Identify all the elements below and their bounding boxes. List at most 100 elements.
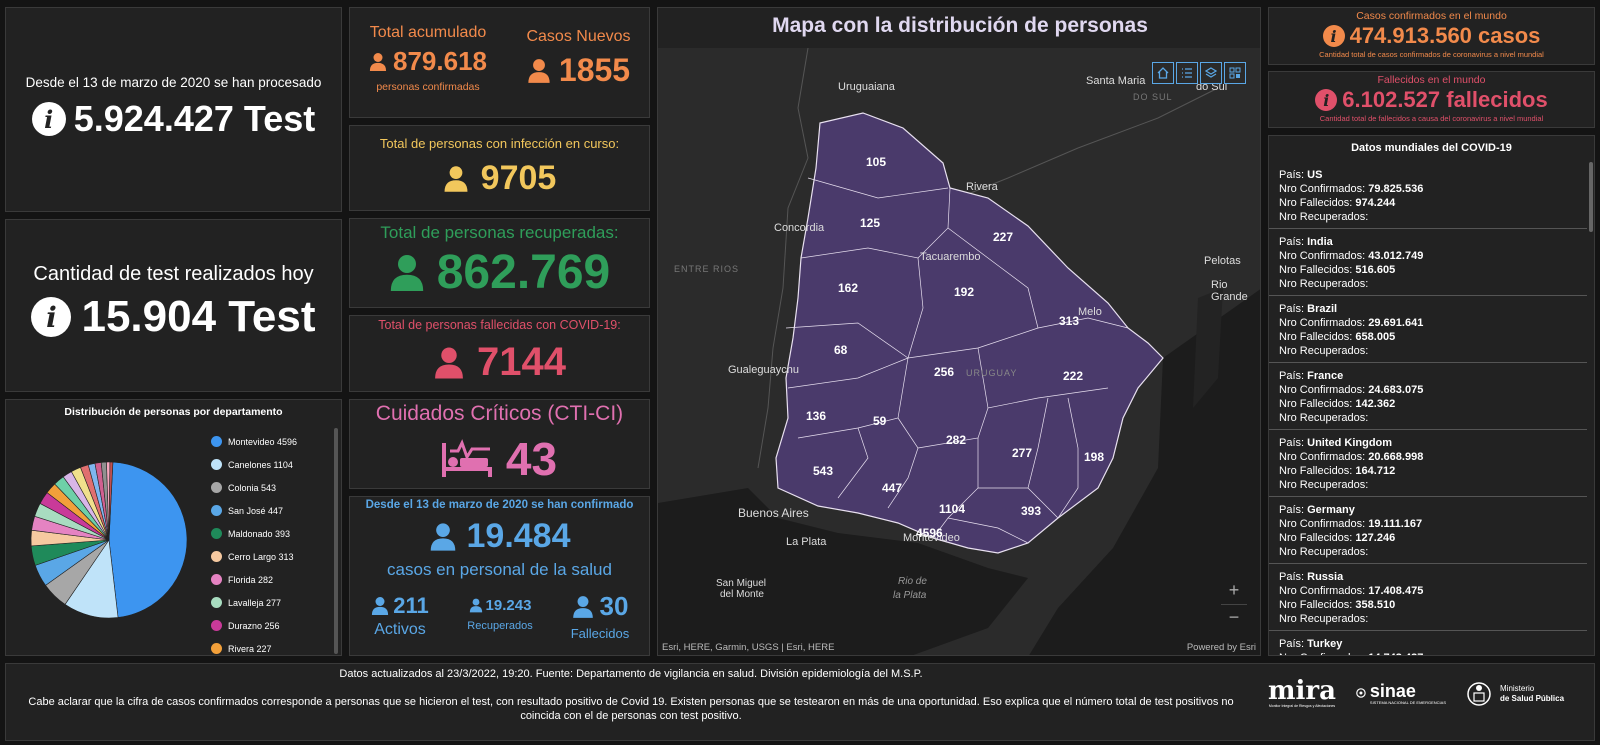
- legend-item[interactable]: Cerro Largo 313: [211, 545, 326, 568]
- country-field: País: Turkey: [1279, 638, 1343, 650]
- dept-rocha[interactable]: 198: [1084, 450, 1105, 464]
- country-field: Nro Fallecidos: 358.510: [1279, 599, 1396, 611]
- pie-slice-montevideo[interactable]: [108, 461, 188, 618]
- place-melo: Melo: [1078, 306, 1102, 318]
- dept-tacuarembo[interactable]: 192: [954, 285, 975, 299]
- dept-treinta-y-tres[interactable]: 222: [1063, 369, 1084, 383]
- health-staff-value: 19.484: [466, 517, 571, 555]
- place-uo-sul: do Sul: [1196, 81, 1228, 93]
- powered-by[interactable]: Powered by Esri: [1186, 642, 1256, 653]
- dept-flores[interactable]: 59: [873, 414, 887, 428]
- sinae-icon: [1356, 688, 1366, 698]
- tests-today-value: 15.904 Test: [81, 292, 316, 341]
- place-la-plata-river: la Plata: [893, 590, 927, 601]
- new-cases-title: Casos Nuevos: [526, 28, 631, 45]
- place-del-monte: del Monte: [720, 589, 764, 600]
- critical-care-panel: Cuidados Críticos (CTI-CI) 43: [349, 399, 650, 489]
- legend-scrollbar[interactable]: [334, 428, 338, 654]
- legend-item[interactable]: Canelones 1104: [211, 453, 326, 476]
- legend-label: Montevideo 4596: [228, 436, 298, 447]
- legend-item[interactable]: Rivera 227: [211, 637, 326, 655]
- country-item[interactable]: País: Germany Nro Confirmados: 19.111.167…: [1269, 497, 1587, 564]
- dept-artigas[interactable]: 105: [866, 155, 887, 169]
- dept-cerro-largo[interactable]: 313: [1059, 314, 1080, 328]
- department-pie-chart[interactable]: [24, 455, 194, 625]
- legend-item[interactable]: San José 447: [211, 499, 326, 522]
- place-montevideo: Montevideo: [903, 532, 960, 544]
- tests-total-caption: Desde el 13 de marzo de 2020 se han proc…: [25, 75, 322, 90]
- place-la-plata: La Plata: [786, 536, 827, 548]
- legend-swatch: [211, 620, 222, 631]
- deaths-panel: Total de personas fallecidas con COVID-1…: [349, 315, 650, 392]
- legend-item[interactable]: Florida 282: [211, 568, 326, 591]
- dept-durazno[interactable]: 256: [934, 365, 955, 379]
- dept-soriano[interactable]: 136: [806, 409, 827, 423]
- legend-item[interactable]: Colonia 543: [211, 476, 326, 499]
- new-cases-value: 1855: [558, 52, 631, 88]
- recovered-staff-value: 19.243: [485, 597, 532, 614]
- dept-rivera[interactable]: 227: [993, 230, 1014, 244]
- country-item[interactable]: País: United Kingdom Nro Confirmados: 20.…: [1269, 430, 1587, 497]
- accumulated-panel: Total acumulado 879.618 personas confirm…: [349, 7, 650, 118]
- pie-slice-flores[interactable]: [108, 461, 114, 541]
- legend-item[interactable]: Maldonado 393: [211, 522, 326, 545]
- info-icon[interactable]: i: [1315, 89, 1338, 111]
- dept-maldonado[interactable]: 393: [1021, 504, 1042, 518]
- person-icon: [528, 58, 550, 83]
- country-field: País: India: [1279, 236, 1333, 248]
- qr-icon[interactable]: [1224, 62, 1246, 84]
- map-view[interactable]: Uruguaiana Santa Maria DO SUL do Sul Riv…: [658, 48, 1260, 655]
- country-item[interactable]: País: India Nro Confirmados: 43.012.749 Nr…: [1269, 229, 1587, 296]
- dept-lavalleja[interactable]: 277: [1012, 446, 1033, 460]
- active-infection-panel: Total de personas con infección en curso…: [349, 125, 650, 211]
- layers-icon[interactable]: [1200, 62, 1222, 84]
- place-gualeguaychu: Gualeguaychu: [728, 364, 799, 376]
- dept-florida[interactable]: 282: [946, 433, 967, 447]
- world-confirmed-subtitle: Cantidad total de casos confirmados de c…: [1319, 50, 1544, 59]
- country-item[interactable]: País: France Nro Confirmados: 24.683.075 N…: [1269, 363, 1587, 430]
- country-item[interactable]: País: Russia Nro Confirmados: 17.408.475 N…: [1269, 564, 1587, 631]
- list-scrollbar[interactable]: [1589, 162, 1593, 232]
- world-list-panel: Datos mundiales del COVID-19 País: US Nro…: [1268, 135, 1595, 656]
- country-item[interactable]: País: US Nro Confirmados: 79.825.536 Nro F…: [1269, 162, 1587, 229]
- world-deaths-subtitle: Cantidad total de fallecidos a causa del…: [1319, 114, 1544, 123]
- dept-san-jose[interactable]: 447: [882, 481, 903, 495]
- zoom-in-button[interactable]: +: [1228, 580, 1240, 600]
- legend-item[interactable]: Lavalleja 277: [211, 591, 326, 614]
- place-pelotas: Pelotas: [1204, 255, 1241, 267]
- info-icon[interactable]: i: [31, 297, 72, 337]
- dept-salto[interactable]: 125: [860, 216, 881, 230]
- critical-care-value: 43: [505, 433, 558, 485]
- legend-item[interactable]: Durazno 256: [211, 614, 326, 637]
- country-item[interactable]: País: Brazil Nro Confirmados: 29.691.641 N…: [1269, 296, 1587, 363]
- home-icon[interactable]: [1152, 62, 1174, 84]
- info-icon[interactable]: i: [31, 102, 66, 136]
- dept-rio-negro[interactable]: 68: [834, 343, 848, 357]
- legend-swatch: [211, 597, 222, 608]
- health-staff-panel: Desde el 13 de marzo de 2020 se han conf…: [349, 496, 650, 656]
- list-icon[interactable]: [1176, 62, 1198, 84]
- country-field: Nro Confirmados: 17.408.475: [1279, 585, 1424, 597]
- info-icon[interactable]: i: [1322, 25, 1345, 47]
- chart-title: Distribución de personas por departament…: [64, 406, 283, 418]
- country-item[interactable]: País: TurkeyNro Confirmados: 14.743.437N…: [1269, 631, 1587, 655]
- dept-montevideo[interactable]: 4596: [916, 526, 943, 540]
- country-field: Nro Confirmados: 29.691.641: [1279, 317, 1424, 329]
- country-field: País: Germany: [1279, 504, 1355, 516]
- place-rio-de: Rio de: [898, 576, 927, 587]
- legend-swatch: [211, 459, 222, 470]
- dept-canelones[interactable]: 1104: [939, 502, 966, 516]
- dept-colonia[interactable]: 543: [813, 464, 834, 478]
- person-icon: [572, 595, 593, 618]
- footer-panel: Datos actualizados al 23/3/2022, 19:20. …: [5, 663, 1595, 741]
- country-field: Nro Confirmados: 19.111.167: [1279, 518, 1423, 530]
- legend-swatch: [211, 643, 222, 654]
- legend-label: Canelones 1104: [228, 459, 293, 470]
- world-confirmed-value: 474.913.560 casos: [1349, 23, 1541, 48]
- dept-paysandu[interactable]: 162: [838, 281, 859, 295]
- country-field: Nro Fallecidos: 516.605: [1279, 264, 1396, 276]
- country-field: Nro Confirmados: 20.668.998: [1279, 451, 1424, 463]
- country-list[interactable]: País: US Nro Confirmados: 79.825.536 Nro F…: [1269, 162, 1587, 655]
- legend-item[interactable]: Montevideo 4596: [211, 430, 326, 453]
- zoom-out-button[interactable]: −: [1221, 604, 1247, 628]
